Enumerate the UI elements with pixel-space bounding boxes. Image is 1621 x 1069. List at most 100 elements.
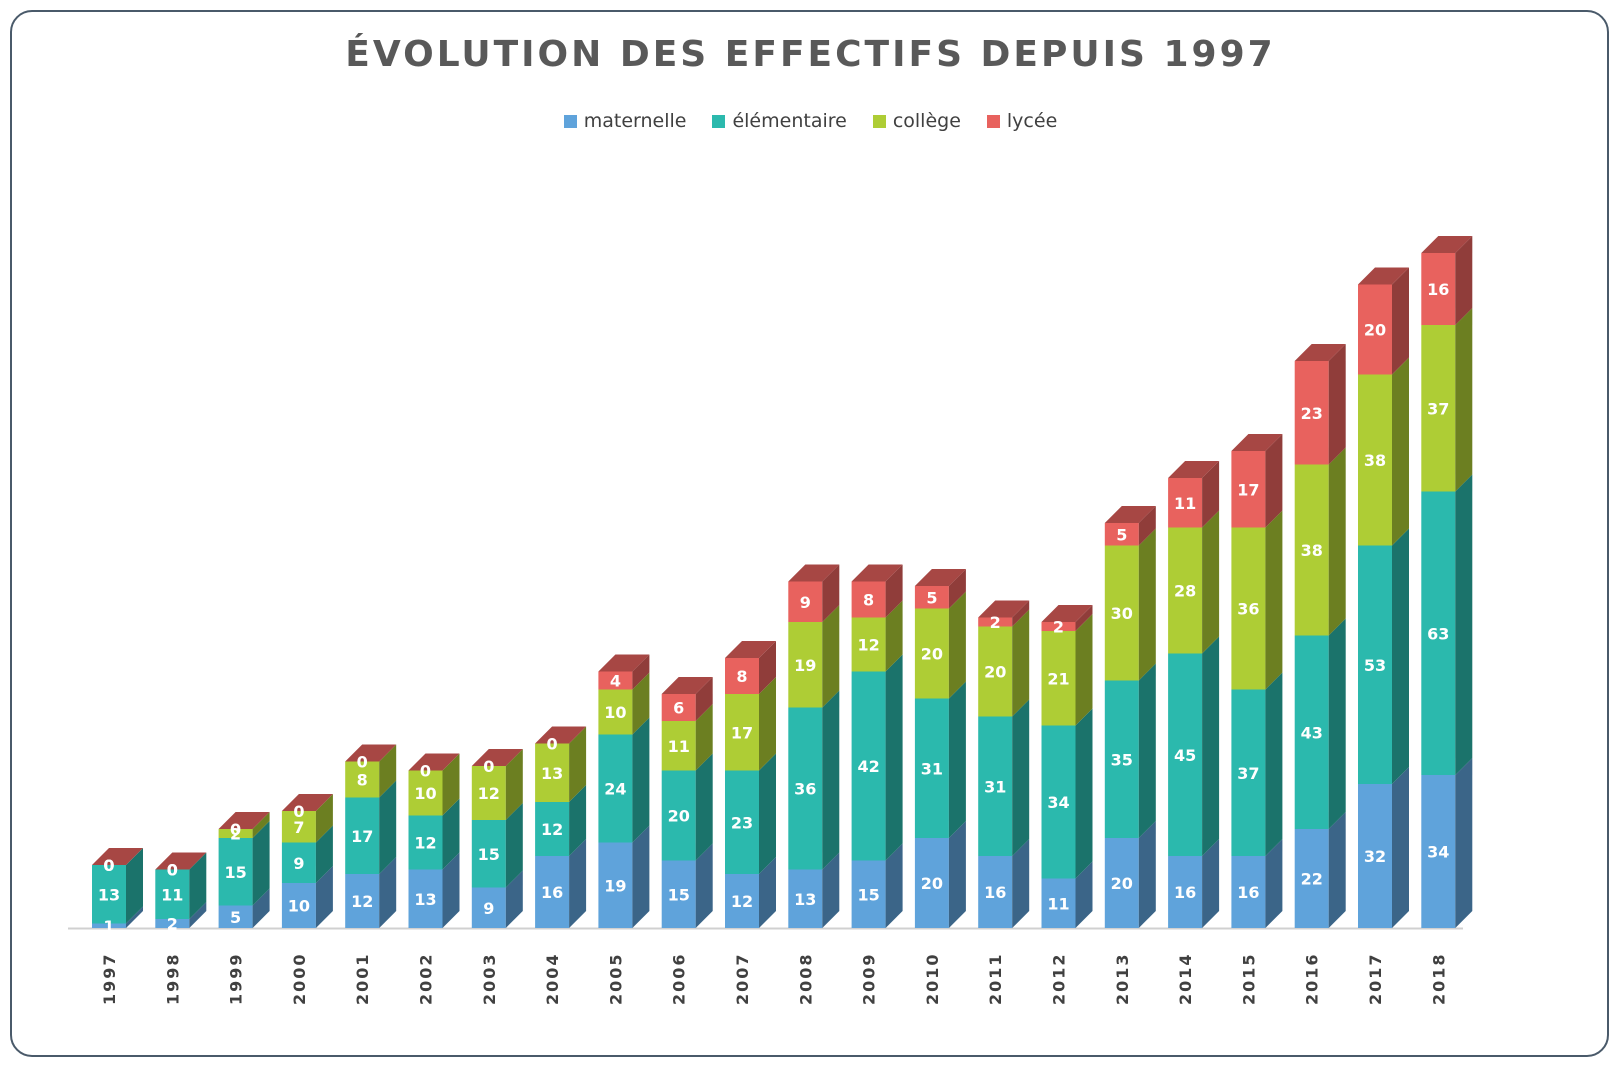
legend-swatch <box>712 114 726 128</box>
x-tick-label: 2000 <box>290 952 309 1005</box>
bar-segment <box>914 586 949 609</box>
bar-segment-side <box>948 821 966 928</box>
bar-segment <box>851 860 886 928</box>
bar-segment-side <box>695 753 713 861</box>
bar-segment <box>1104 680 1139 838</box>
x-tick-label: 2016 <box>1303 952 1322 1005</box>
bar-top-cap <box>92 848 143 865</box>
bar-segment <box>1294 635 1329 829</box>
bar-segment <box>155 869 190 919</box>
data-label: 1 <box>103 917 114 936</box>
bar-segment-side <box>379 744 397 798</box>
bar-segment-side <box>885 564 903 618</box>
x-tick-label: 1998 <box>163 952 182 1005</box>
bar-segment <box>281 883 316 928</box>
bar-segment <box>851 617 886 672</box>
bar-segment-side <box>1328 344 1346 465</box>
bar-2007 <box>725 641 776 928</box>
bar-segment-side <box>505 870 523 928</box>
bar-segment-side <box>759 857 776 928</box>
x-tick-label: 2005 <box>606 952 625 1005</box>
bar-segment-side <box>759 677 776 771</box>
data-label: 0 <box>230 820 241 839</box>
bar-segment-side <box>252 812 270 838</box>
data-label: 37 <box>1237 764 1259 783</box>
data-label: 0 <box>167 861 178 880</box>
legend-label: élémentaire <box>732 110 847 132</box>
bar-segment <box>345 761 380 798</box>
bar-segment-side <box>1455 236 1473 325</box>
bar-segment <box>788 581 823 622</box>
x-tick-label: 2009 <box>860 952 879 1005</box>
bar-segment-side <box>822 605 840 708</box>
data-label: 11 <box>161 885 183 904</box>
x-tick-label: 1999 <box>227 952 246 1005</box>
bar-top-cap <box>1421 236 1473 253</box>
data-label: 8 <box>357 771 368 790</box>
bar-segment <box>851 581 886 618</box>
data-label: 21 <box>1047 669 1069 688</box>
bar-2014 <box>1168 461 1220 928</box>
data-label: 43 <box>1301 723 1323 742</box>
bar-segment <box>1168 478 1203 528</box>
bar-top-cap <box>408 753 460 771</box>
bar-segment-side <box>1075 605 1093 631</box>
x-tick-label: 2012 <box>1050 952 1069 1005</box>
data-label: 23 <box>1301 404 1323 423</box>
bar-2009 <box>851 564 903 928</box>
data-label: 17 <box>351 827 373 846</box>
bar-segment <box>1168 856 1203 928</box>
bar-2015 <box>1231 434 1283 928</box>
bar-segment <box>788 869 823 928</box>
bar-2008 <box>788 564 840 928</box>
data-label: 2 <box>1053 618 1064 637</box>
bar-top-cap <box>1231 434 1283 451</box>
data-label: 53 <box>1364 656 1386 675</box>
data-label: 24 <box>604 780 626 799</box>
bar-segment <box>471 887 506 928</box>
data-label: 0 <box>103 856 114 875</box>
bar-segment <box>1421 325 1456 492</box>
bar-segment-side <box>505 749 523 820</box>
x-tick-label: 2011 <box>986 952 1005 1005</box>
data-label: 9 <box>293 854 304 873</box>
bar-segment <box>1358 545 1392 784</box>
bar-2013 <box>1104 506 1156 928</box>
data-label: 20 <box>1111 874 1133 893</box>
x-tick-label: 2007 <box>733 952 752 1005</box>
bar-segment-side <box>885 843 903 928</box>
bar-segment <box>725 658 759 694</box>
bar-segment-side <box>632 654 650 690</box>
legend-swatch <box>872 114 886 128</box>
data-label: 42 <box>857 757 879 776</box>
bar-segment-side <box>822 690 840 870</box>
bar-segment-side <box>1202 636 1220 856</box>
data-label: 0 <box>357 753 368 772</box>
data-label: 11 <box>1174 494 1196 513</box>
bar-segment-side <box>822 564 840 622</box>
data-label: 7 <box>293 818 304 837</box>
bar-segment <box>471 820 506 888</box>
bar-segment <box>598 842 633 928</box>
bar-segment-side <box>822 852 840 928</box>
data-label: 19 <box>604 876 626 895</box>
bar-2003 <box>471 749 523 928</box>
bar-segment <box>535 856 570 928</box>
bar-segment-side <box>1455 308 1473 492</box>
bar-segment-side <box>1012 600 1030 627</box>
bar-segment <box>218 829 253 838</box>
bar-segment-side <box>252 888 270 928</box>
bar-top-cap <box>598 654 650 672</box>
bar-segment-side <box>1265 839 1283 928</box>
legend-swatch <box>563 114 577 128</box>
bar-segment-side <box>442 852 460 928</box>
data-label: 17 <box>1237 480 1259 499</box>
data-label: 0 <box>293 802 304 821</box>
x-tick-label: 1997 <box>100 952 119 1005</box>
data-label: 9 <box>483 899 494 918</box>
bar-segment-side <box>632 717 650 843</box>
data-label: 13 <box>414 890 436 909</box>
bar-top-cap <box>1041 605 1093 622</box>
bar-segment <box>1041 631 1076 726</box>
x-tick-label: 2018 <box>1429 952 1448 1005</box>
